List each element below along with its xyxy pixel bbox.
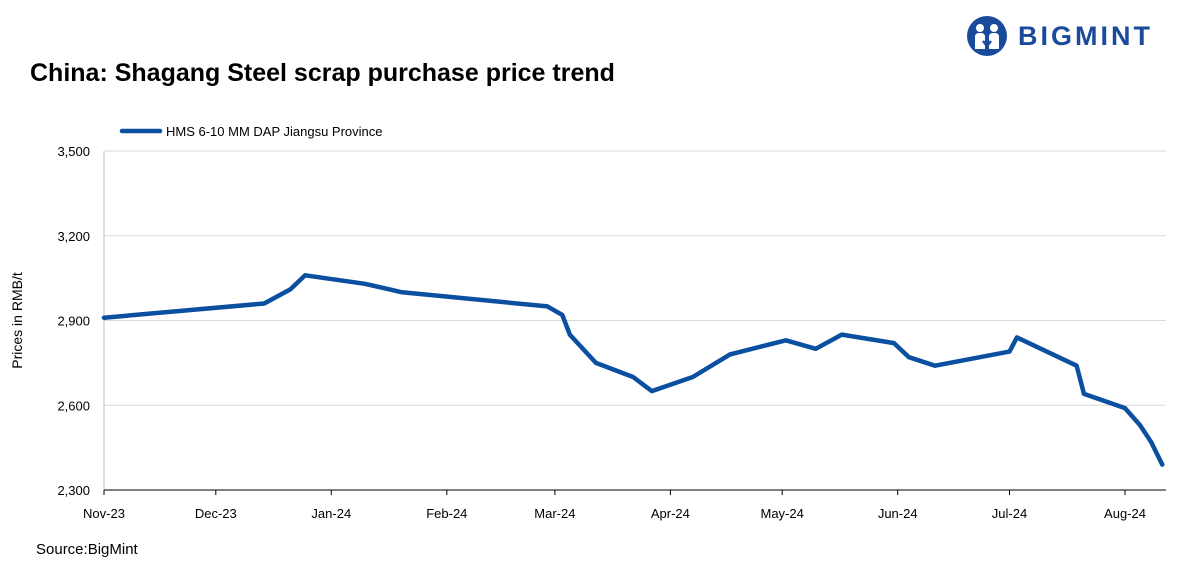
- x-tick-label: Dec-23: [195, 506, 237, 521]
- bigmint-logo-icon: [967, 16, 1007, 56]
- y-tick-label: 2,900: [57, 314, 90, 329]
- x-tick-label: Jan-24: [311, 506, 351, 521]
- brand-logo: BIGMINT: [966, 14, 1153, 58]
- brand-name: BIGMINT: [1018, 20, 1153, 51]
- x-tick-label: Mar-24: [534, 506, 575, 521]
- x-tick-label: May-24: [761, 506, 804, 521]
- y-tick-label: 2,600: [57, 398, 90, 413]
- source-note: Source:BigMint: [36, 541, 138, 558]
- legend-label: HMS 6-10 MM DAP Jiangsu Province: [166, 124, 383, 139]
- y-axis-title: Prices in RMB/t: [9, 272, 25, 369]
- x-tick-label: Apr-24: [651, 506, 690, 521]
- y-tick-label: 3,500: [57, 144, 90, 159]
- x-tick-label: Jul-24: [992, 506, 1027, 521]
- x-tick-label: Aug-24: [1104, 506, 1146, 521]
- x-tick-label: Jun-24: [878, 506, 918, 521]
- y-tick-label: 3,200: [57, 229, 90, 244]
- chart-title: China: Shagang Steel scrap purchase pric…: [30, 59, 615, 87]
- x-tick-label: Nov-23: [83, 506, 125, 521]
- series-line: [101, 273, 1165, 467]
- x-tick-label: Feb-24: [426, 506, 467, 521]
- y-tick-label: 2,300: [57, 483, 90, 498]
